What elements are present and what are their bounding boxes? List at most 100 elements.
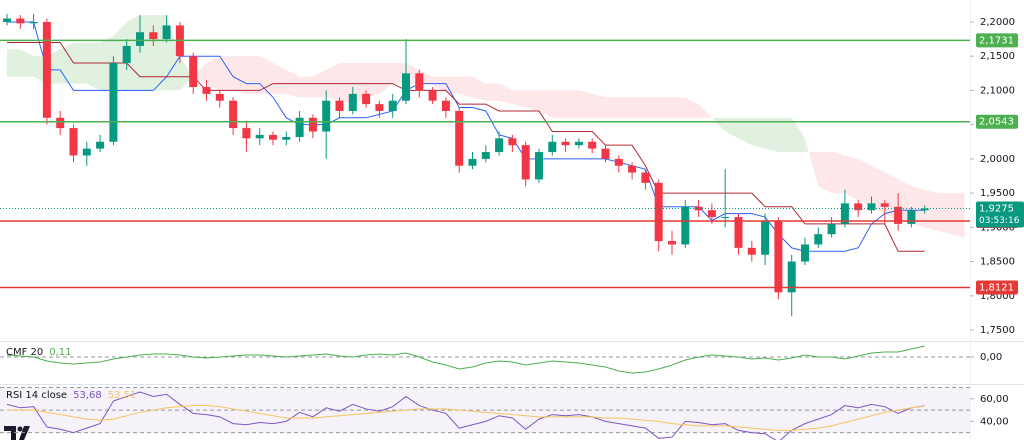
cloud-segment — [7, 49, 21, 77]
candle-body — [242, 128, 251, 139]
cloud-segment — [658, 97, 672, 118]
countdown-label: 03:53:16 — [979, 216, 1020, 226]
candle-body — [734, 217, 743, 248]
level-label-box — [976, 280, 1018, 295]
logo-shape — [4, 426, 16, 440]
indicator-value: 53,51 — [108, 390, 137, 401]
cloud-segment — [246, 56, 260, 94]
candle-body — [136, 32, 144, 46]
candle-body — [588, 141, 597, 149]
candle-body — [295, 117, 304, 137]
cloud-segment — [618, 97, 633, 118]
cloud-segment — [326, 63, 340, 101]
cloud-segment — [844, 155, 859, 200]
indicator-value: 53,68 — [73, 390, 102, 401]
cloud-segment — [632, 97, 646, 118]
indicator-title: CMF 20 — [6, 347, 43, 358]
cloud-segment — [20, 49, 34, 77]
level-label-box — [976, 33, 1018, 48]
cloud-segment — [472, 76, 486, 101]
indicator-title: RSI 14 close — [6, 390, 67, 401]
candle-body — [721, 217, 730, 219]
indicator-value: 0,11 — [49, 347, 71, 358]
candle-body — [840, 203, 849, 224]
candle-body — [282, 136, 291, 140]
cloud-segment — [565, 90, 579, 118]
candle-body — [827, 223, 836, 235]
cloud-segment — [60, 42, 74, 84]
candle-body — [42, 21, 51, 118]
candle-body — [495, 138, 504, 153]
level-label: 2,0543 — [979, 117, 1014, 128]
logo-shape — [17, 426, 23, 432]
cloud-segment — [86, 42, 101, 91]
candle-body — [375, 104, 384, 111]
candle-body — [441, 100, 450, 111]
candle-body — [761, 220, 770, 255]
level-label: 2,1731 — [979, 35, 1014, 46]
pane: 2,20002,15002,10002,05002,00001,95001,90… — [0, 13, 1024, 336]
candle-body — [535, 152, 543, 180]
cloud-segment — [751, 117, 766, 149]
y-tick-label: 2,0000 — [980, 154, 1015, 165]
candle-body — [521, 145, 530, 180]
cloud-segment — [698, 104, 712, 118]
cloud-segment — [219, 56, 234, 91]
cloud-segment — [858, 158, 872, 207]
candle-body — [508, 138, 517, 146]
y-tick-label: 60,00 — [980, 394, 1009, 405]
cloud-segment — [871, 165, 885, 214]
candle-body — [787, 261, 796, 293]
cloud-segment — [951, 193, 965, 238]
pane: 0,00 CMF 20 0,11 — [0, 345, 1002, 374]
candle-body — [694, 206, 703, 211]
cloud-segment — [805, 138, 819, 187]
pane: 60,00 40,00 20,00 RSI 14 close 53,68 53,51 — [0, 386, 1009, 440]
candle-body — [854, 203, 863, 211]
cloud-segment — [818, 152, 832, 194]
candle-body — [455, 110, 464, 166]
y-tick-label: 2,2000 — [980, 17, 1015, 28]
cloud-segment — [672, 97, 686, 118]
candle-body — [109, 63, 118, 142]
cloud-segment — [592, 93, 606, 118]
level-label: 1,8121 — [979, 282, 1014, 293]
candle-body — [56, 117, 65, 129]
y-tick-label: 1,8000 — [980, 291, 1015, 302]
candle-body — [668, 241, 676, 245]
candle-body — [601, 148, 610, 159]
candle-body — [348, 93, 357, 111]
y-tick-label: 2,1000 — [980, 85, 1015, 96]
candle-body — [468, 158, 477, 166]
candle-body — [681, 206, 690, 245]
candle-body — [707, 210, 716, 218]
candle-body — [574, 141, 583, 146]
candle-body — [801, 244, 809, 262]
cloud-segment — [445, 76, 460, 94]
candle-body — [96, 141, 105, 149]
cloud-segment — [525, 90, 539, 111]
y-tick-label: 1,8500 — [980, 257, 1015, 268]
cloud-segment — [485, 83, 500, 101]
cloud-segment — [924, 189, 938, 231]
candle-body — [269, 134, 277, 140]
candle-body — [255, 134, 264, 139]
level-label-box — [976, 114, 1018, 129]
y-tick-label: 20,00 — [980, 439, 1009, 440]
candle-body — [894, 206, 903, 224]
cloud-segment — [233, 56, 247, 94]
candle-body — [880, 203, 889, 207]
y-tick-label: 2,1500 — [980, 51, 1015, 62]
candle-body — [162, 25, 171, 40]
candle-body — [548, 141, 557, 153]
cloud-segment — [938, 193, 952, 235]
y-tick-label: 1,7500 — [980, 325, 1015, 336]
cloud-segment — [259, 56, 273, 94]
cloud-segment — [206, 56, 220, 91]
candle-body — [362, 93, 371, 105]
cloud-segment — [605, 97, 619, 118]
candle-body — [388, 100, 397, 111]
candle-body — [82, 148, 91, 156]
candle-body — [867, 203, 876, 211]
